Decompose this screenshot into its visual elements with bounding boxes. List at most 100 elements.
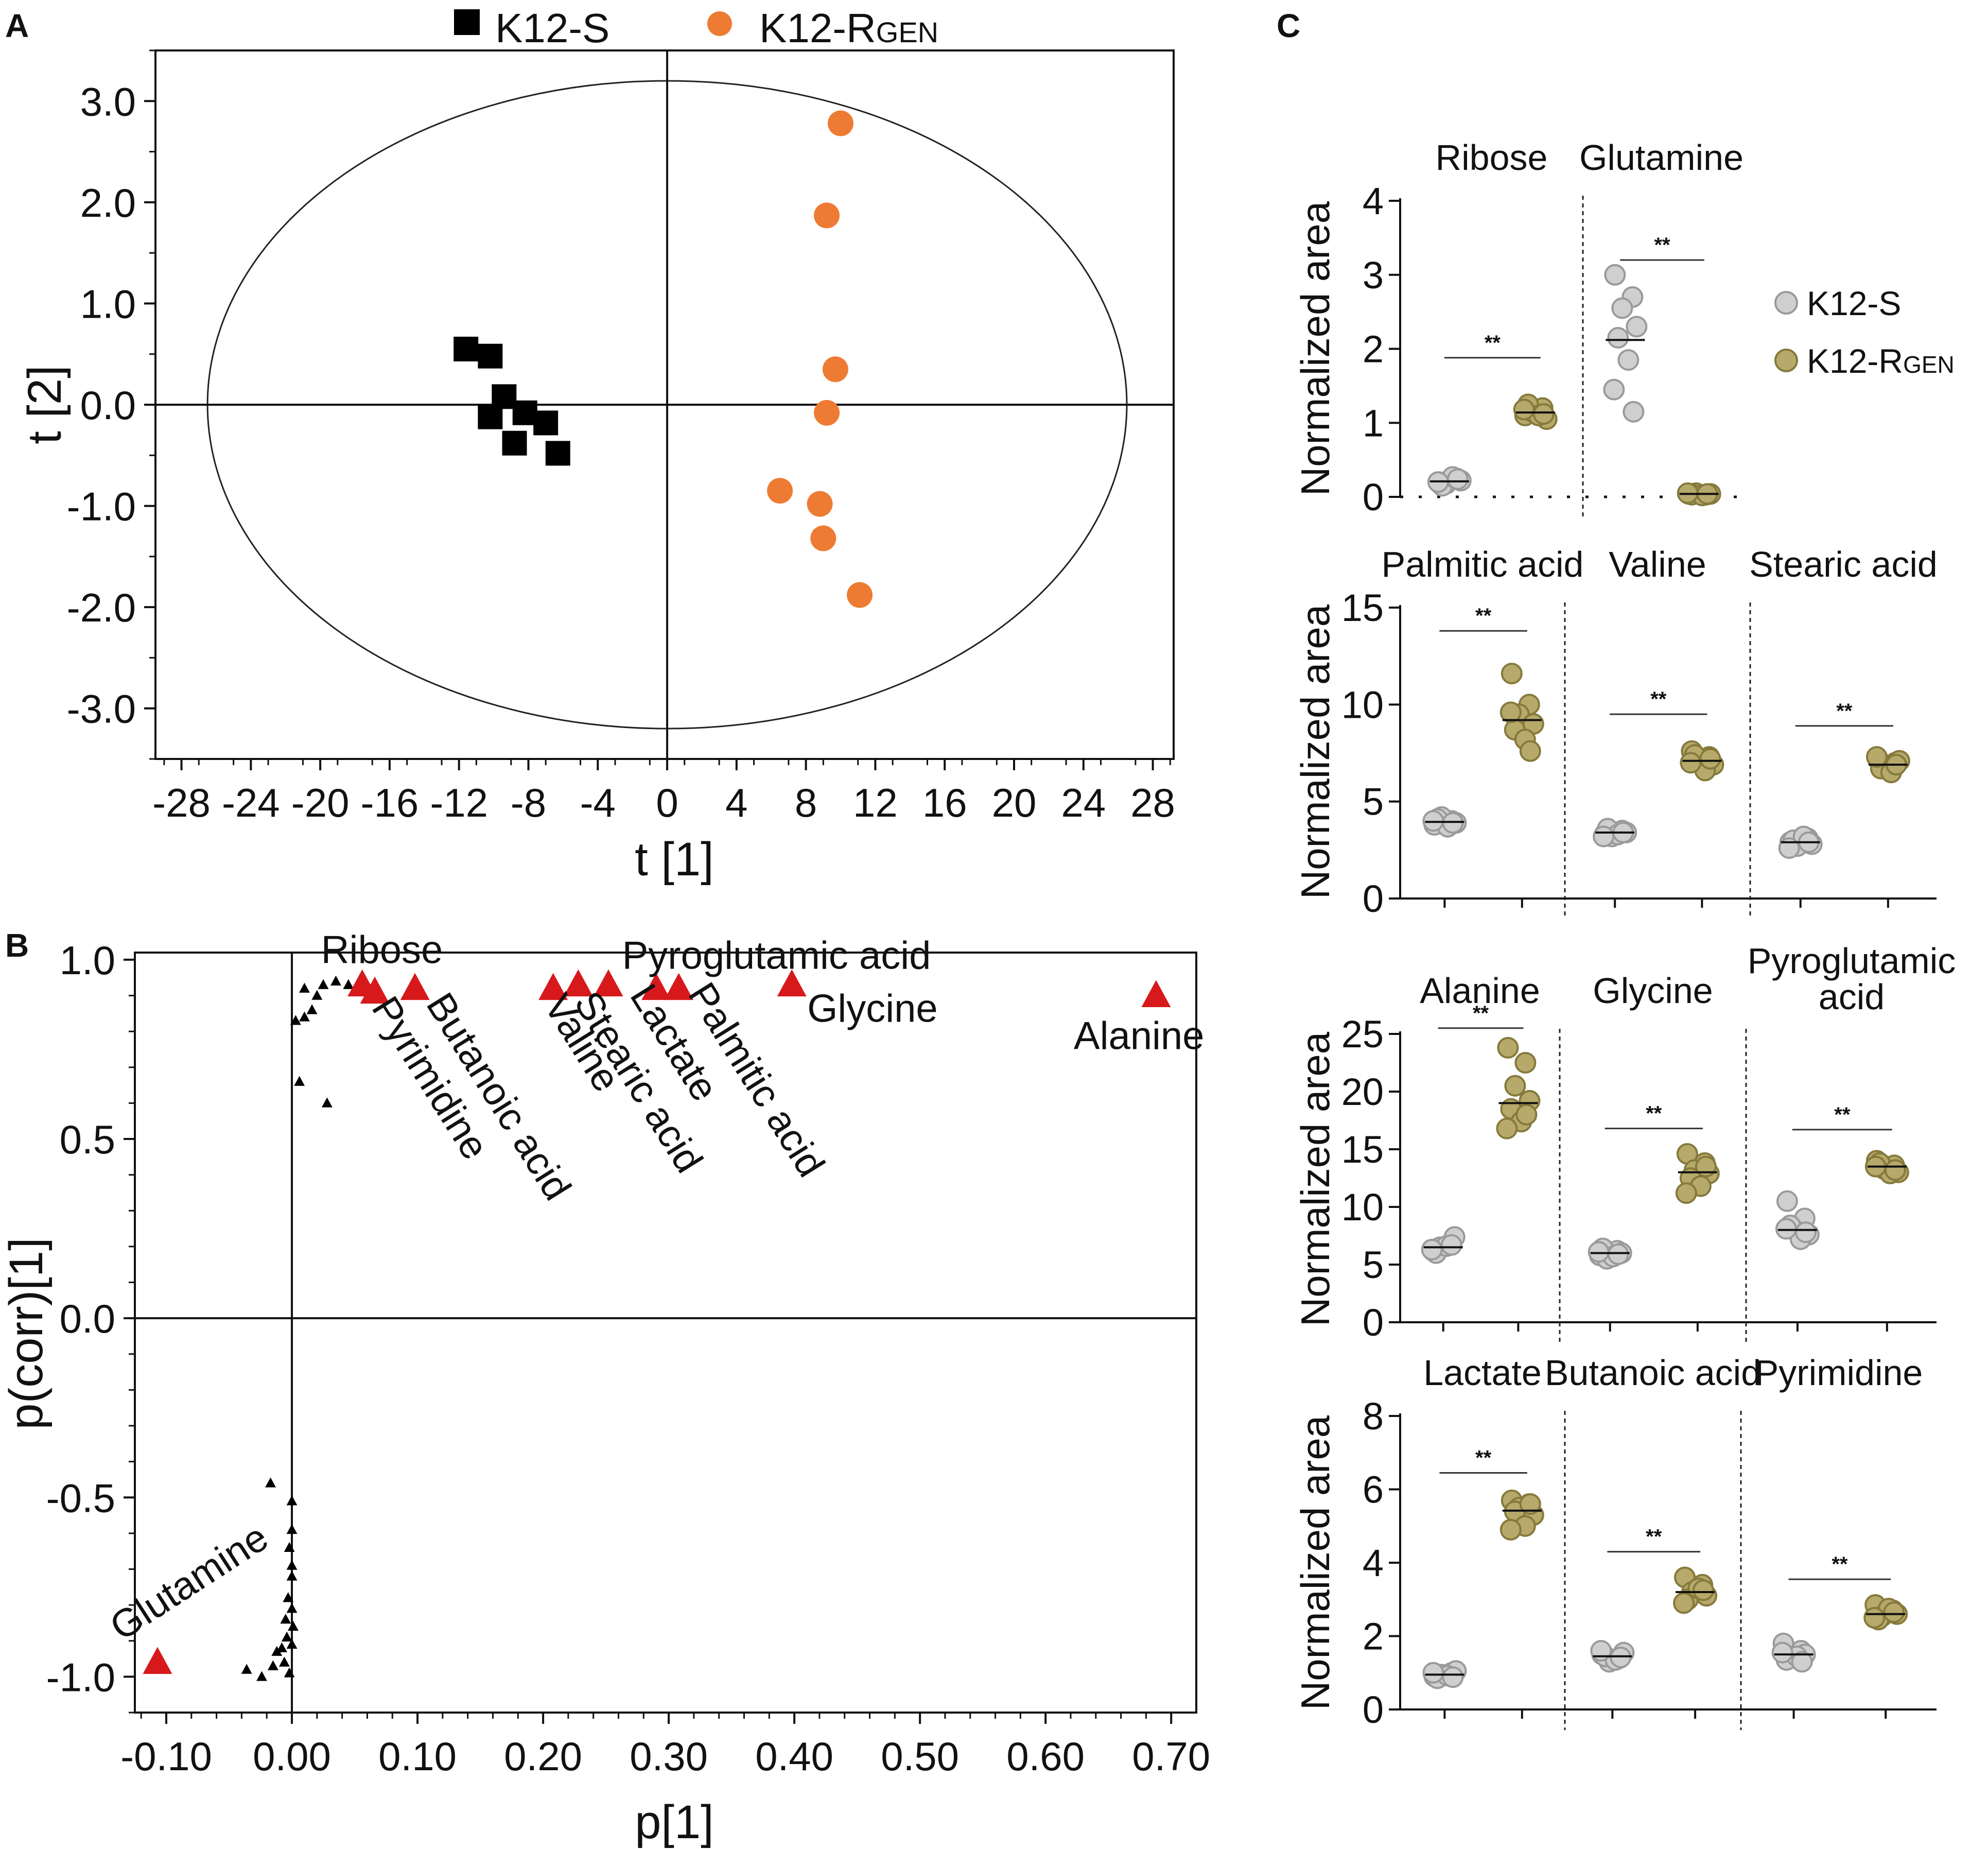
- k12r-dot: [1499, 1518, 1522, 1541]
- k12s-dot: [1607, 1243, 1629, 1265]
- significance-stars: **: [1475, 604, 1492, 627]
- k12s-dot: [1794, 1221, 1817, 1243]
- x-tick-label: -4: [580, 780, 616, 825]
- y-axis-label: Normalized area: [1293, 1415, 1338, 1710]
- legend-label-k12s: K12-S: [495, 5, 609, 51]
- panel-title: Stearic acid: [1749, 544, 1938, 584]
- y-tick-label: 0: [1363, 1301, 1384, 1344]
- y-tick-label: 0.5: [60, 1117, 115, 1162]
- y-tick-label: 0.0: [60, 1296, 115, 1341]
- k12r-dot: [1515, 1103, 1538, 1126]
- k12r-dot: [1680, 752, 1702, 774]
- k12r-circle-point: [828, 110, 854, 136]
- loading-point-small: [280, 1613, 291, 1624]
- y-tick-label: -3.0: [67, 686, 136, 732]
- significance-stars: **: [1485, 332, 1501, 354]
- k12r-dot: [1496, 1117, 1518, 1139]
- legend-label-k12r: K12-RGEN: [759, 5, 938, 51]
- k12s-square-point: [478, 404, 503, 429]
- score-plot-ylabel: t [2]: [19, 365, 71, 444]
- x-tick-label: 12: [853, 780, 898, 825]
- loading-point-small: [288, 1620, 299, 1631]
- x-tick-label: 8: [795, 780, 817, 825]
- panel-title: Glutamine: [1579, 137, 1743, 178]
- loading-point-small: [321, 1097, 333, 1108]
- loading-point-small: [283, 1592, 294, 1602]
- x-tick-label: 16: [922, 780, 967, 825]
- y-axis-label: Normalized area: [1293, 604, 1338, 899]
- x-tick-label: 0.70: [1132, 1734, 1210, 1779]
- loading-point-small: [286, 1524, 298, 1534]
- y-tick-label: 20: [1341, 1070, 1384, 1113]
- k12s-dot: [1778, 837, 1800, 859]
- significance-stars: **: [1650, 688, 1667, 711]
- k12r-dot: [1863, 1606, 1886, 1629]
- y-tick-label: 6: [1363, 1468, 1384, 1511]
- k12r-circle-point: [814, 400, 840, 426]
- k12s-dot: [1446, 468, 1469, 490]
- loading-point-small: [286, 1603, 298, 1613]
- significance-stars: **: [1654, 234, 1670, 256]
- panel-title: Lactate: [1423, 1353, 1542, 1393]
- x-tick-label: 0.40: [755, 1734, 833, 1779]
- x-tick-label: 0.10: [378, 1734, 457, 1779]
- k12r-dot: [1504, 1075, 1526, 1097]
- y-tick-label: 15: [1341, 1128, 1384, 1171]
- loading-point-palmitic-acid: [641, 973, 671, 1000]
- significance-stars: **: [1475, 1446, 1492, 1469]
- y-tick-label: -1.0: [46, 1654, 115, 1700]
- panel-title: Valine: [1609, 544, 1706, 584]
- k12s-dot: [1771, 1641, 1793, 1664]
- y-tick-label: 1: [1363, 402, 1384, 444]
- x-tick-label: -20: [291, 780, 350, 825]
- loading-point-small: [286, 1560, 298, 1570]
- y-tick-label: 15: [1341, 586, 1384, 629]
- loading-point-small: [284, 1667, 295, 1678]
- k12s-dot: [1776, 1190, 1798, 1212]
- y-axis-label: Normalized area: [1293, 1031, 1338, 1326]
- loading-point-small: [265, 1477, 276, 1488]
- k12s-dot: [1440, 1234, 1462, 1256]
- k12r-dot: [1699, 748, 1721, 770]
- significance-stars: **: [1646, 1102, 1662, 1125]
- y-tick-label: 0: [1363, 476, 1384, 519]
- legend-dot-k12r: [1774, 349, 1798, 372]
- k12s-square-point: [512, 400, 537, 425]
- loading-plot-xlabel: p[1]: [635, 1796, 713, 1848]
- x-tick-label: 0.00: [253, 1734, 331, 1779]
- y-tick-label: 2.0: [80, 180, 136, 226]
- score-plot-panel: K12-S K12-RGEN -28 -24 -20 -16 -12 -8 -4 0 4 8 12 1…: [19, 5, 1175, 886]
- x-tick-label: 20: [992, 780, 1037, 825]
- y-axis-label: Normalized area: [1293, 201, 1338, 496]
- k12r-dot: [1884, 1159, 1906, 1181]
- loading-point-glycine: [777, 969, 807, 997]
- score-plot-legend: K12-S K12-RGEN: [454, 5, 938, 51]
- k12s-dot: [1607, 326, 1629, 349]
- k12s-dot: [1588, 1241, 1610, 1263]
- x-tick-label: 0.30: [630, 1734, 708, 1779]
- y-tick-label: 5: [1363, 1243, 1384, 1286]
- loading-point-small: [286, 1495, 298, 1506]
- loading-plot-panel: -0.10 0.00 0.10 0.20 0.30 0.40 0.50 0.60 0.70 1.0…: [0, 928, 1210, 1848]
- y-tick-label: 10: [1341, 683, 1384, 726]
- y-tick-label: -1.0: [67, 484, 136, 529]
- loading-point-valine: [538, 973, 568, 1000]
- y-tick-label: -0.5: [46, 1475, 115, 1520]
- k12s-square-point: [454, 336, 479, 361]
- annotation-alanine: Alanine: [1074, 1014, 1205, 1058]
- loading-point-small: [267, 1660, 278, 1670]
- x-tick-label: 28: [1130, 780, 1175, 825]
- loading-point-pyrimidine: [360, 976, 390, 1004]
- strip-panel-palmitic-acid: Palmitic acid **: [1382, 544, 1583, 908]
- x-tick-label: 0: [656, 780, 678, 825]
- y-tick-label: -2.0: [67, 585, 136, 630]
- y-tick-label: 25: [1341, 1013, 1384, 1056]
- k12s-dot: [1442, 1666, 1464, 1688]
- strip-panel-lactate: Lactate **: [1422, 1353, 1544, 1719]
- annotation-glycine: Glycine: [807, 987, 937, 1031]
- k12r-circle-point: [807, 491, 833, 517]
- loading-point-small: [256, 1671, 267, 1681]
